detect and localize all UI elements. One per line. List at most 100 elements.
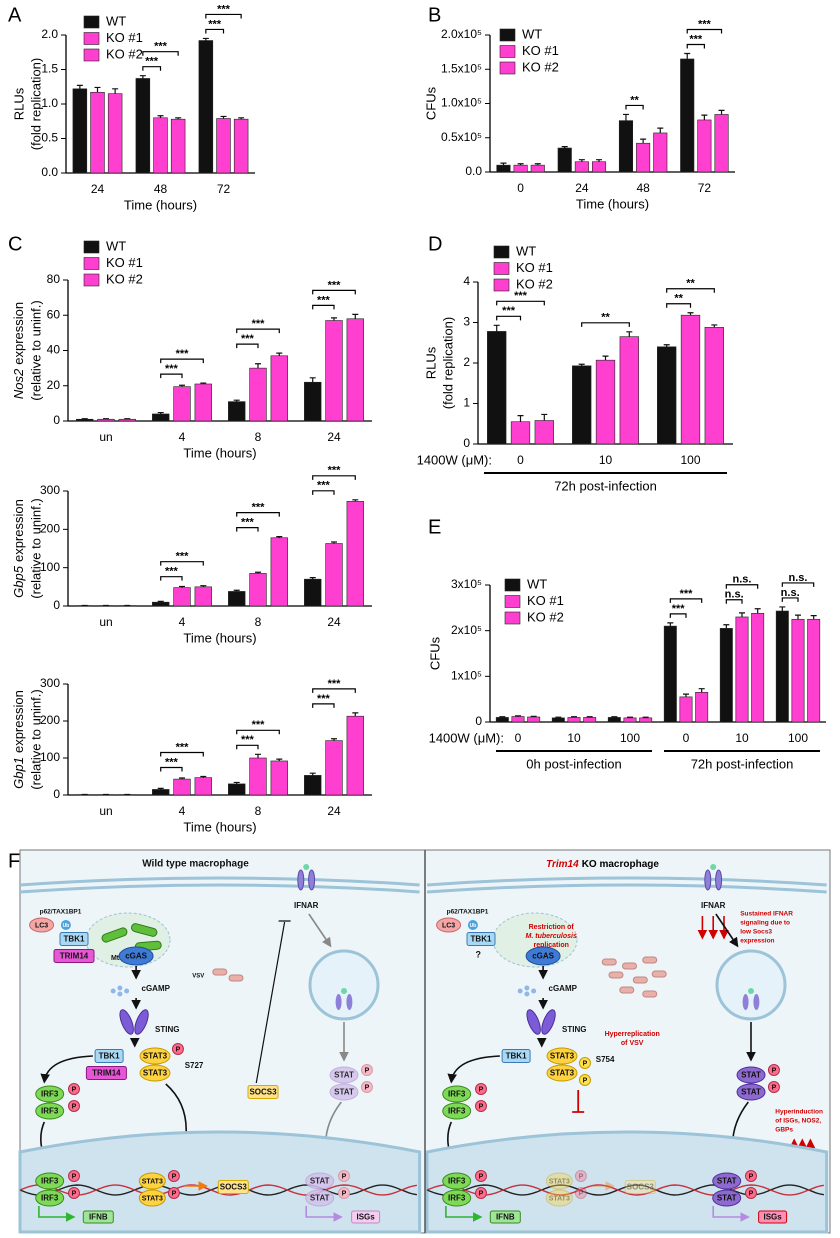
diagram-label: cGAS [532,952,554,961]
arrow [38,1206,76,1222]
error-bar [534,163,541,166]
dna-strand [426,1184,825,1196]
stat3 [138,1172,166,1190]
error-bar [200,382,207,384]
error-bar [157,411,164,414]
socs3 [247,1085,279,1099]
irf3 [35,1102,65,1120]
bar [680,314,701,445]
phospho-site [68,1170,80,1182]
significance-label: *** [689,33,703,45]
diagram-label: P [172,1173,177,1180]
y-tick-label: 2x10⁵ [451,623,482,637]
significance-bracket [236,512,280,517]
phospho-site [745,1170,757,1182]
cgamp-molecule [117,991,123,997]
y-tick-label: 0 [53,413,60,427]
bar [511,716,525,723]
y-axis-label-gene: Gbp1 [11,757,26,789]
error-bar [233,781,240,784]
y-axis-label: RLUs [423,346,438,379]
cgamp-molecule [124,988,130,994]
y-tick-label: 300 [40,483,60,497]
y-axis-label-gene: Nos2 [11,368,26,399]
significance-bracket [725,584,759,589]
ubiquitin [467,920,478,930]
virion [642,990,658,998]
bar [791,618,805,723]
diagram-label: STAT3 [549,1178,570,1185]
error-bar [541,413,548,421]
significance-bracket [496,315,522,321]
y-axis-label-text: expression [11,499,26,562]
error-bar [626,331,633,337]
error-bar [642,716,649,718]
error-bar [627,716,633,718]
y-tick-label: 0 [475,714,482,728]
y-axis-label-gene: Gbp5 [11,565,26,598]
bar [270,537,288,607]
diagram-label: IFNAR [294,901,319,910]
plasma-membrane [19,876,420,887]
legend-swatch [499,45,516,58]
diagram-label: STAT3 [550,1052,575,1061]
error-bar [233,399,240,402]
diagram-label: P [365,1067,370,1074]
significance-bracket [160,766,183,772]
significance-bracket [312,703,335,708]
x-tick-label: un [99,804,112,818]
x-tick-label: 24 [327,804,341,818]
error-bar [309,577,316,580]
legend-label: KO #1 [516,260,553,275]
arrow [447,1055,500,1084]
significance-label: *** [680,588,694,600]
x-axis-label: Time (hours) [183,630,256,645]
legend-swatch [499,28,516,42]
error-bar [493,324,500,332]
error-bar [238,117,245,120]
diagram-label: IRF3 [41,1177,59,1186]
diagram-label: IFNB [89,1213,108,1222]
legend-label: KO #2 [516,276,553,291]
bar [249,367,267,422]
significance-bracket [781,582,815,587]
bar [719,628,733,723]
bar [595,359,616,445]
significance-label: ** [630,94,639,106]
phospho-site [574,1170,587,1182]
legend-label: WT [522,26,542,41]
diagram-label: P [772,1084,777,1091]
diagram-label: STAT [717,1194,737,1203]
legend-label: KO #2 [522,59,559,74]
receptor [346,994,353,1010]
bar [152,413,170,422]
phospho-site [475,1187,487,1199]
receptor [715,869,723,891]
error-bar [255,571,261,574]
error-bar [352,499,359,502]
y-tick-label: 0 [53,598,60,612]
cgamp-molecule [531,988,537,994]
stat [329,1066,359,1084]
bar [657,346,677,445]
error-bar [499,716,506,718]
y-tick-label: 100 [40,560,60,574]
significance-bracket [160,751,204,757]
diagram-label: LC3 [442,922,455,929]
inhibition [255,920,291,1084]
diagram-label: STING [155,1025,179,1034]
arrow [715,913,739,948]
bar [534,420,554,445]
diagram-label: P [479,1086,484,1093]
bar [513,164,528,173]
error-bar [571,716,577,718]
y-axis-label: (relative to uninf.) [28,498,43,598]
group-label: 72h post-infection [691,756,794,771]
bar [704,327,724,445]
receptor [704,869,712,891]
receptor [742,994,749,1010]
plasma-membrane [19,883,420,894]
significance-bracket [725,599,743,604]
error-bar [683,693,689,697]
diagram-label: STAT [310,1177,330,1186]
